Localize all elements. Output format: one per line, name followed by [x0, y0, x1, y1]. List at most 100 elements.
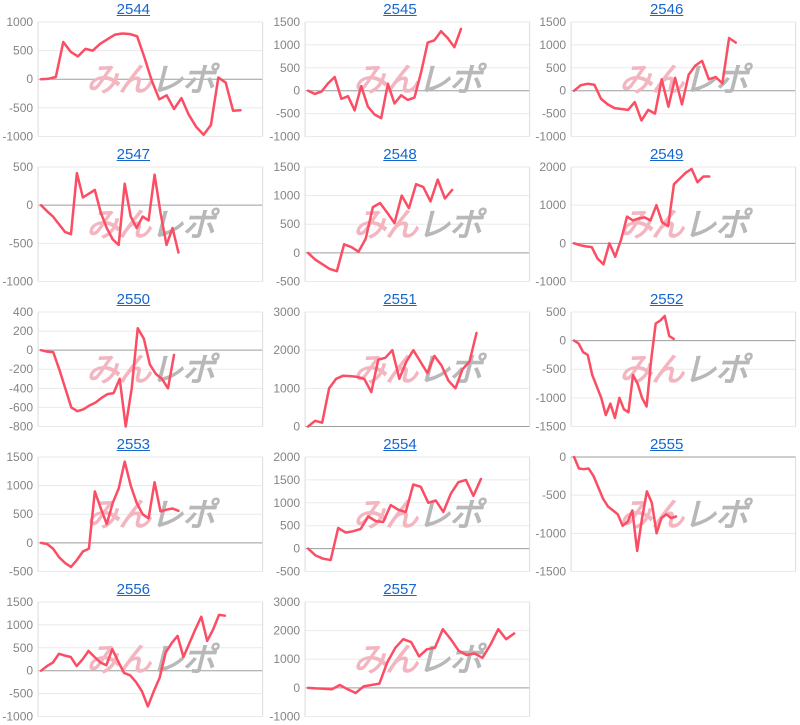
y-tick-label: -500: [9, 236, 33, 250]
chart-link-2554[interactable]: 2554: [383, 436, 417, 453]
chart-title-2553: 2553: [0, 435, 267, 455]
y-tick-label: 0: [26, 536, 33, 550]
chart-plot-2554: 2000 1500 1000 500 0 -500 みんレポ: [273, 450, 530, 579]
y-tick-label: -500: [276, 275, 300, 289]
data-line-2551: [306, 331, 478, 428]
watermark-logo: みんレポ: [86, 60, 220, 99]
y-tick-label: 0: [560, 84, 567, 98]
chart-plot-2548: 1500 1000 500 0 -500 みんレポ: [273, 160, 530, 289]
y-tick-label: 500: [280, 217, 300, 231]
chart-link-2556[interactable]: 2556: [116, 581, 151, 598]
y-tick-label: 2000: [273, 450, 300, 464]
chart-title-2551: 2551: [267, 290, 534, 310]
y-tick-label: 2000: [273, 624, 300, 638]
y-tick-label: -1000: [2, 275, 33, 289]
chart-link-2544[interactable]: 2544: [116, 1, 151, 18]
chart-title-2548: 2548: [267, 145, 534, 165]
watermark-logo: みんレポ: [86, 640, 220, 679]
y-tick-label: -200: [9, 362, 33, 376]
y-tick-label: 1500: [273, 160, 300, 174]
chart-title-2557: 2557: [267, 580, 534, 600]
chart-cell-2547: 500 0 -500 -1000 みんレポ 2547: [0, 145, 267, 290]
y-tick-label: 0: [26, 664, 33, 678]
y-tick-label: -500: [542, 362, 566, 376]
chart-link-2552[interactable]: 2552: [649, 291, 684, 308]
y-tick-label: -1500: [536, 565, 567, 579]
chart-link-2553[interactable]: 2553: [116, 436, 151, 453]
data-line-2549: [573, 167, 711, 266]
y-tick-label: 1000: [6, 618, 33, 632]
chart-title-2556: 2556: [0, 580, 267, 600]
chart-link-2546[interactable]: 2546: [649, 1, 684, 18]
data-line-2547: [39, 171, 180, 254]
chart-link-2557[interactable]: 2557: [383, 581, 417, 598]
y-tick-label: 200: [13, 324, 33, 338]
y-tick-label: -500: [9, 565, 33, 579]
chart-cell-2555: 0 -500 -1000 -1500 みんレポ 2555: [533, 435, 800, 580]
data-line-2556: [39, 613, 227, 708]
y-tick-label: 1000: [540, 38, 567, 52]
data-line-2548: [306, 178, 454, 273]
chart-cell-2546: 1500 1000 500 0 -500 -1000 みんレポ 2546: [533, 0, 800, 145]
watermark-logo: みんレポ: [86, 350, 220, 389]
chart-cell-2548: 1500 1000 500 0 -500 みんレポ 2548: [267, 145, 534, 290]
y-tick-label: 0: [293, 246, 300, 260]
chart-cell-2550: 400 200 0 -200 -400 -600 -800 みんレポ 2550: [0, 290, 267, 435]
y-tick-label: -1000: [536, 391, 567, 405]
chart-plot-2549: 2000 1000 0 -1000 みんレポ: [536, 160, 797, 289]
chart-link-2550[interactable]: 2550: [116, 291, 151, 308]
chart-cell-2556: 1500 1000 500 0 -500 -1000 みんレポ 2556: [0, 580, 267, 725]
chart-plot-2552: 500 0 -500 -1000 -1500 みんレポ: [536, 305, 797, 433]
data-line-2544: [39, 32, 242, 137]
y-tick-label: 0: [560, 450, 567, 464]
chart-link-2555[interactable]: 2555: [649, 436, 684, 453]
y-tick-label: 500: [13, 160, 33, 174]
watermark-logo: みんレポ: [620, 205, 754, 244]
y-tick-label: 0: [293, 681, 300, 695]
chart-cell-2553: 1500 1000 500 0 -500 みんレポ 2553: [0, 435, 267, 580]
data-line-2555: [573, 455, 678, 553]
y-tick-label: 3000: [273, 595, 300, 609]
y-tick-label: -500: [542, 488, 566, 502]
y-tick-label: -400: [9, 381, 33, 395]
y-tick-label: -1000: [536, 130, 567, 144]
y-tick-label: -1000: [2, 130, 33, 144]
chart-link-2548[interactable]: 2548: [383, 146, 417, 163]
chart-title-2550: 2550: [0, 290, 267, 310]
chart-link-2547[interactable]: 2547: [116, 146, 151, 163]
y-tick-label: -500: [276, 565, 300, 579]
data-line-2557: [306, 627, 516, 695]
chart-title-2547: 2547: [0, 145, 267, 165]
y-tick-label: -1000: [536, 275, 567, 289]
y-tick-label: 500: [280, 519, 300, 533]
chart-cell-2549: 2000 1000 0 -1000 みんレポ 2549: [533, 145, 800, 290]
y-tick-label: 0: [293, 84, 300, 98]
chart-cell-2557: 3000 2000 1000 0 -1000 みんレポ 2557: [267, 580, 534, 725]
chart-plot-2550: 400 200 0 -200 -400 -600 -800 みんレポ: [9, 305, 264, 433]
y-tick-label: 400: [13, 305, 33, 319]
y-tick-label: 500: [546, 305, 566, 319]
y-tick-label: 1000: [6, 479, 33, 493]
y-tick-label: 1000: [273, 189, 300, 203]
data-line-2554: [306, 477, 482, 562]
chart-link-2545[interactable]: 2545: [383, 1, 417, 18]
y-tick-label: 1000: [6, 15, 33, 29]
y-tick-label: 1500: [6, 595, 33, 609]
y-tick-label: -500: [542, 107, 566, 121]
y-tick-label: 0: [293, 542, 300, 556]
y-tick-label: 1500: [540, 15, 567, 29]
chart-link-2551[interactable]: 2551: [383, 291, 417, 308]
y-tick-label: 0: [293, 420, 300, 434]
data-line-2545: [306, 27, 462, 120]
y-tick-label: -1000: [536, 526, 567, 540]
y-tick-label: 1000: [273, 496, 300, 510]
y-tick-label: 500: [280, 61, 300, 75]
chart-title-2552: 2552: [533, 290, 800, 310]
y-tick-label: 0: [560, 334, 567, 348]
chart-link-2549[interactable]: 2549: [649, 146, 684, 163]
data-line-2552: [573, 314, 676, 420]
